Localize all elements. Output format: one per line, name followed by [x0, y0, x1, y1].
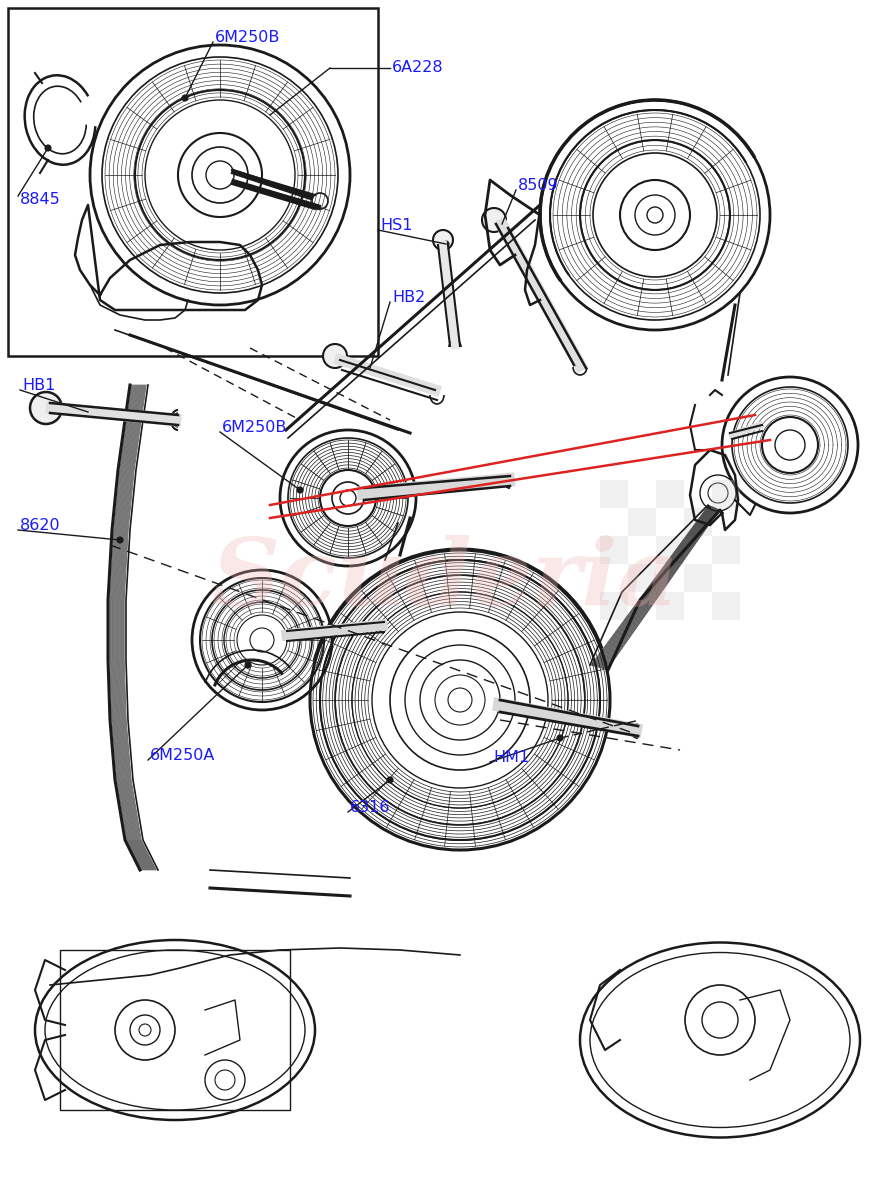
Circle shape [245, 662, 251, 668]
Text: HB1: HB1 [22, 378, 55, 392]
FancyBboxPatch shape [8, 8, 378, 356]
Bar [684, 508, 712, 536]
Circle shape [482, 208, 506, 232]
Bar [656, 592, 684, 620]
Text: 6M250A: 6M250A [150, 748, 215, 762]
Bar [600, 592, 628, 620]
Circle shape [182, 95, 188, 101]
Bar [628, 508, 656, 536]
Text: HB2: HB2 [392, 290, 425, 306]
Bar [684, 564, 712, 592]
Bar [656, 536, 684, 564]
Circle shape [30, 392, 62, 424]
Bar [628, 564, 656, 592]
Circle shape [387, 778, 393, 782]
Bar [656, 480, 684, 508]
Text: 8845: 8845 [20, 192, 61, 208]
Bar [712, 480, 740, 508]
Text: 6M250B: 6M250B [222, 420, 287, 434]
Circle shape [45, 145, 51, 151]
Bar [600, 480, 628, 508]
Bar [600, 536, 628, 564]
Circle shape [499, 221, 505, 227]
Bar [60, 950, 290, 1110]
Text: HM1: HM1 [493, 750, 529, 764]
Circle shape [117, 538, 123, 542]
Circle shape [323, 344, 347, 368]
Text: 6316: 6316 [350, 800, 391, 816]
Circle shape [443, 241, 449, 247]
Text: HS1: HS1 [380, 217, 412, 233]
Circle shape [297, 487, 303, 493]
Circle shape [367, 365, 373, 371]
Text: 6M250B: 6M250B [215, 30, 280, 46]
Text: 8509: 8509 [518, 178, 558, 192]
Circle shape [557, 734, 563, 740]
Bar [712, 592, 740, 620]
Circle shape [433, 230, 453, 250]
Bar [712, 536, 740, 564]
Circle shape [85, 409, 91, 415]
Text: Scuderia: Scuderia [212, 535, 680, 625]
Text: 6A228: 6A228 [392, 60, 443, 76]
Text: 8620: 8620 [20, 517, 61, 533]
